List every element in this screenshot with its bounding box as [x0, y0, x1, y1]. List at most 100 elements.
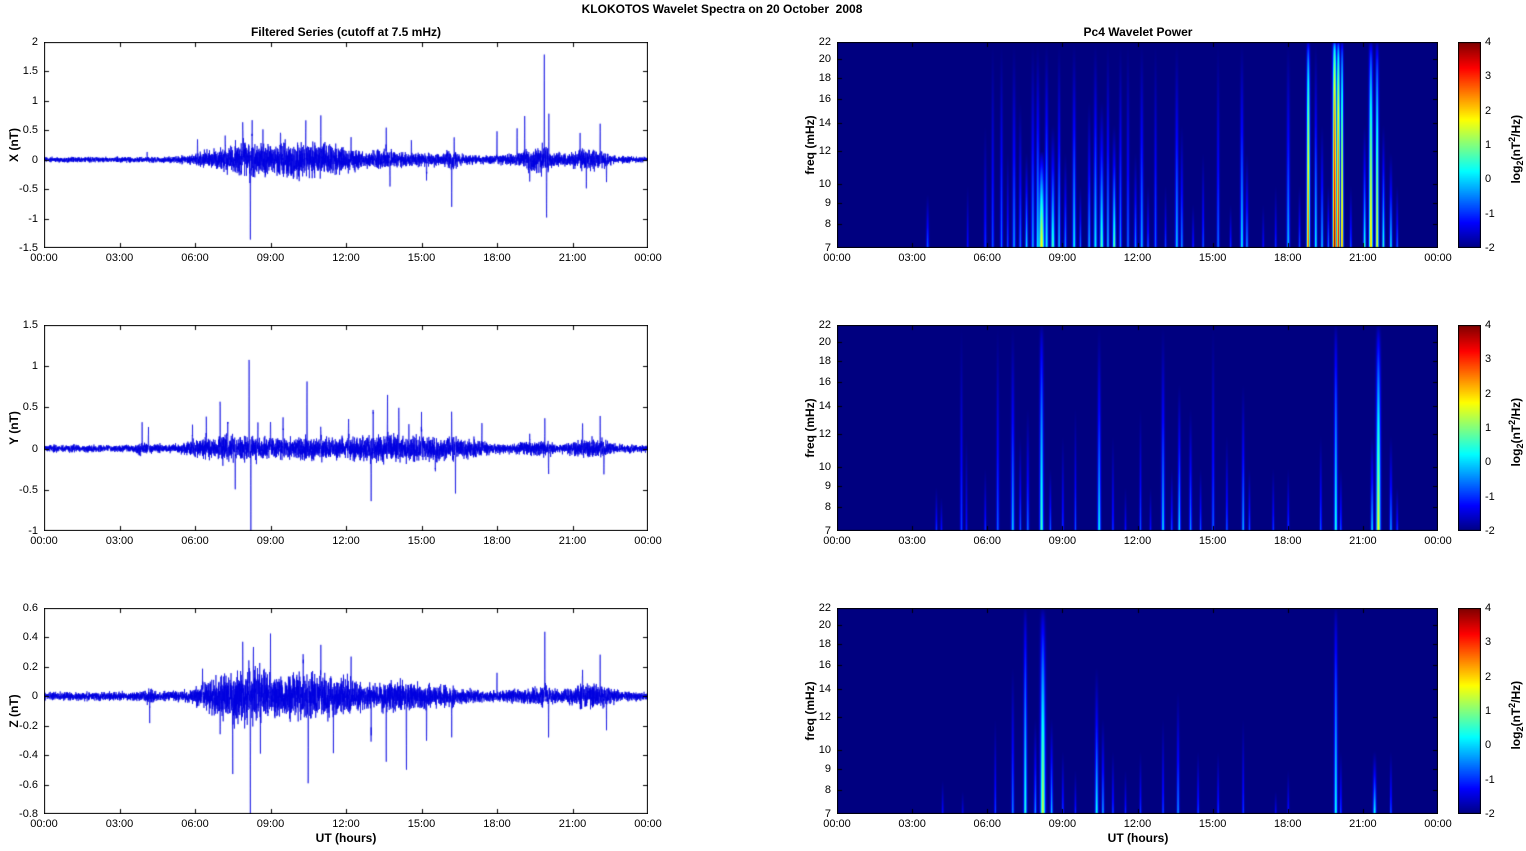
- x-tick-label: 21:00: [558, 818, 587, 830]
- freq-tick-label: 7: [824, 242, 831, 254]
- x-tick-label: 00:00: [634, 252, 662, 264]
- colorbar-tick-label: 4: [1485, 602, 1492, 614]
- y-tick-label: 0: [31, 153, 38, 166]
- freq-tick-label: 10: [818, 177, 831, 190]
- x-tick-label: 15:00: [1198, 535, 1227, 547]
- freq-tick-label: 20: [818, 336, 831, 349]
- x-tick-label: 06:00: [973, 818, 1002, 830]
- x-tick-label: 00:00: [30, 535, 58, 547]
- x-tick-label: 00:00: [823, 252, 851, 264]
- y-tick-label: -1.5: [19, 242, 38, 254]
- colorbar-x: [1458, 42, 1481, 248]
- freq-tick-label: 8: [824, 500, 831, 513]
- colorbar-tick-label: 1: [1485, 705, 1492, 717]
- x-tick-label: 12:00: [1123, 535, 1152, 547]
- x-tick-label: 18:00: [1273, 535, 1302, 547]
- y-tick-label: 1: [31, 360, 38, 373]
- colorbar-tick-label: 0: [1485, 173, 1492, 186]
- freq-tick-label: 12: [818, 428, 831, 441]
- freq-tick-label: 16: [818, 376, 831, 389]
- x-wavelet-spectrogram-canvas: [837, 42, 1438, 248]
- x-tick-label: 00:00: [823, 818, 851, 830]
- x-tick-label: 18:00: [483, 818, 511, 830]
- x-tick-label: 06:00: [181, 252, 209, 264]
- freq-tick-label: 20: [818, 53, 831, 66]
- x-tick-label: 00:00: [30, 252, 58, 264]
- x-tick-label: 12:00: [1123, 818, 1152, 830]
- y-tick-label: 0: [31, 690, 38, 703]
- y-wavelet-spectrogram-canvas: [837, 325, 1438, 531]
- colorbar-tick-label: 4: [1485, 36, 1492, 48]
- colorbar-tick-label: -2: [1485, 242, 1495, 254]
- x-tick-label: 18:00: [1273, 252, 1302, 264]
- x-series-plot-canvas: [44, 42, 648, 248]
- y-tick-label: 0.5: [22, 401, 38, 414]
- x-tick-label: 06:00: [973, 535, 1002, 547]
- x-tick-label: 18:00: [483, 535, 511, 547]
- x-tick-label: 21:00: [558, 252, 587, 264]
- y-tick-label: 0.4: [22, 631, 38, 644]
- y-series-ylabel: Y (nT): [7, 411, 21, 445]
- x-tick-label: 15:00: [407, 252, 436, 264]
- freq-tick-label: 10: [818, 460, 831, 473]
- colorbar-tick-label: 3: [1485, 70, 1492, 83]
- y-tick-label: -0.5: [19, 483, 38, 496]
- x-tick-label: 09:00: [256, 818, 285, 830]
- y-tick-label: -0.4: [19, 749, 38, 762]
- y-series-plot-canvas: [44, 325, 648, 531]
- y-tick-label: 0.6: [22, 602, 38, 614]
- x-tick-label: 06:00: [181, 818, 209, 830]
- left-x-axis-label: UT (hours): [315, 831, 377, 845]
- y-tick-label: 1.5: [22, 65, 38, 78]
- x-tick-label: 09:00: [1048, 535, 1077, 547]
- x-tick-label: 09:00: [256, 252, 285, 264]
- freq-tick-label: 22: [818, 36, 831, 48]
- x-tick-label: 15:00: [1198, 252, 1227, 264]
- x-tick-label: 09:00: [256, 535, 285, 547]
- x-tick-label: 06:00: [181, 535, 209, 547]
- colorbar-tick-label: 1: [1485, 139, 1492, 151]
- x-tick-label: 18:00: [483, 252, 511, 264]
- y-tick-label: -0.6: [19, 778, 38, 791]
- x-tick-label: 00:00: [1424, 818, 1452, 830]
- y-tick-label: -1: [28, 525, 38, 537]
- freq-tick-label: 12: [818, 711, 831, 724]
- colorbar-tick-label: -1: [1485, 490, 1495, 503]
- y-tick-label: -1: [28, 212, 38, 225]
- freq-tick-label: 9: [824, 196, 831, 209]
- x-tick-label: 00:00: [823, 535, 851, 547]
- freq-tick-label: 14: [818, 117, 831, 130]
- figure-title: KLOKOTOS Wavelet Spectra on 20 October 2…: [581, 2, 863, 16]
- freq-tick-label: 9: [824, 479, 831, 492]
- z-wavelet-spectrogram-canvas: [837, 608, 1438, 814]
- freq-tick-label: 18: [818, 638, 831, 651]
- x-tick-label: 03:00: [105, 535, 134, 547]
- freq-tick-label: 10: [818, 743, 831, 756]
- right-x-axis-label: UT (hours): [1107, 831, 1169, 845]
- x-tick-label: 00:00: [634, 818, 662, 830]
- x-tick-label: 00:00: [1424, 535, 1452, 547]
- right-column-title: Pc4 Wavelet Power: [1083, 25, 1193, 39]
- x-tick-label: 21:00: [1349, 535, 1377, 547]
- y-tick-label: 0.2: [22, 660, 38, 673]
- z-series-plot-canvas: [44, 608, 648, 814]
- x-tick-label: 03:00: [898, 535, 926, 547]
- x-tick-label: 12:00: [1123, 252, 1152, 264]
- x-tick-label: 00:00: [30, 818, 58, 830]
- x-tick-label: 00:00: [1424, 252, 1452, 264]
- colorbar-y: [1458, 325, 1481, 531]
- x-tick-label: 15:00: [407, 818, 436, 830]
- freq-tick-label: 8: [824, 217, 831, 230]
- x-tick-label: 12:00: [332, 252, 360, 264]
- colorbar-tick-label: 2: [1485, 387, 1492, 400]
- freq-tick-label: 16: [818, 659, 831, 672]
- x-tick-label: 03:00: [898, 252, 926, 264]
- x-tick-label: 12:00: [332, 535, 360, 547]
- x-tick-label: 21:00: [1349, 818, 1377, 830]
- colorbar-tick-label: 3: [1485, 636, 1492, 649]
- freq-tick-label: 16: [818, 93, 831, 106]
- colorbar-tick-label: -1: [1485, 207, 1495, 220]
- freq-tick-label: 7: [824, 808, 831, 820]
- freq-tick-label: 12: [818, 145, 831, 158]
- y-tick-label: -0.5: [19, 183, 38, 196]
